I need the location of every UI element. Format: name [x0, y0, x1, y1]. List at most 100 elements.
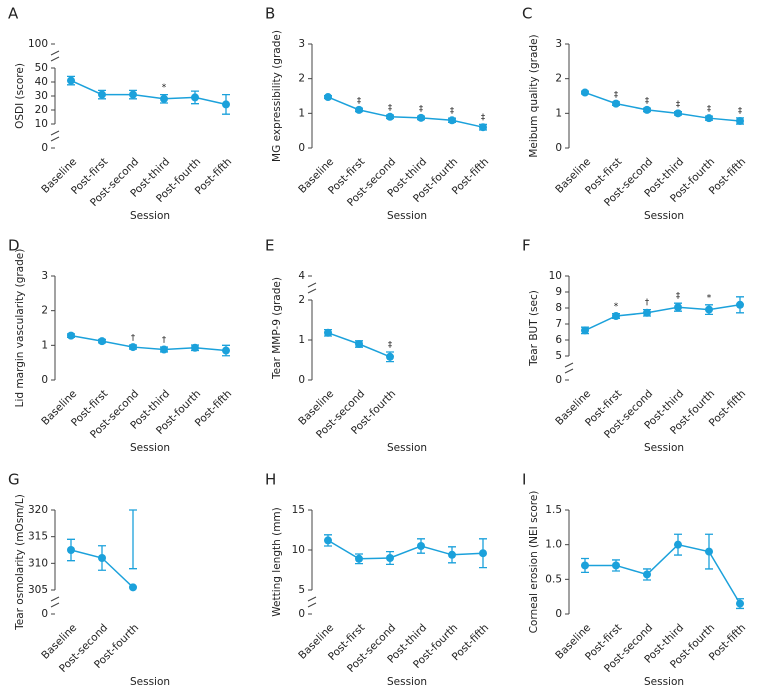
- data-line: [327, 539, 484, 560]
- x-axis-label: Session: [644, 676, 684, 688]
- data-line: [584, 304, 741, 332]
- y-tick-label: 4: [298, 270, 305, 282]
- panel-letter: D: [8, 237, 20, 255]
- significance-marker: †: [131, 333, 136, 343]
- y-axis-label: Wetting length (mm): [271, 507, 283, 617]
- significance-marker: ‡: [419, 105, 424, 115]
- y-axis-label: Corneal erosion (NEI score): [528, 491, 540, 634]
- y-tick-label: 10: [549, 270, 562, 282]
- x-axis-label: Session: [130, 442, 170, 454]
- axis-break: [50, 56, 60, 62]
- panel-letter: G: [8, 471, 20, 489]
- y-axis-label: Tear osmolarity (mOsm/L): [14, 494, 26, 631]
- y-tick-label: 0: [41, 142, 48, 154]
- data-point: [581, 326, 589, 335]
- axis-break: [50, 136, 60, 142]
- y-tick-label: 0: [41, 374, 48, 386]
- data-point: [705, 305, 713, 314]
- x-axis-label: Session: [644, 442, 684, 454]
- axis-break: [307, 596, 317, 602]
- data-point: [160, 345, 168, 354]
- y-axis-label: Meibum quality (grade): [528, 34, 540, 157]
- significance-marker: ‡: [707, 105, 712, 115]
- significance-marker: ‡: [450, 107, 455, 117]
- data-point: [67, 546, 75, 554]
- y-tick-label: 0: [298, 374, 305, 386]
- data-point: [324, 93, 332, 102]
- data-point: [736, 599, 744, 608]
- x-axis-label: Session: [130, 676, 170, 688]
- y-tick-label: 0: [298, 142, 305, 154]
- data-point: [355, 554, 363, 563]
- y-tick-label: 3: [555, 38, 562, 50]
- data-point: [355, 105, 363, 114]
- data-point: [355, 340, 363, 348]
- y-axis-label: Tear BUT (sec): [528, 290, 540, 367]
- x-axis-label: Session: [130, 210, 170, 222]
- data-point: [67, 76, 75, 85]
- data-point: [612, 561, 620, 570]
- y-tick-label: 3: [41, 270, 48, 282]
- data-point: [129, 90, 137, 99]
- x-axis-label: Session: [644, 210, 684, 222]
- significance-marker: ‡: [614, 90, 619, 100]
- y-tick-label: 9: [555, 286, 562, 298]
- y-tick-label: 1.0: [545, 539, 562, 551]
- y-tick-label: 0: [555, 374, 562, 386]
- data-line: [70, 79, 227, 106]
- y-tick-label: 0: [555, 608, 562, 620]
- y-tick-label: 6: [555, 334, 562, 346]
- significance-marker: †: [162, 336, 167, 346]
- data-point: [643, 105, 651, 114]
- y-tick-label: 2: [555, 73, 562, 85]
- data-point: [98, 554, 106, 562]
- y-tick-label: 2: [41, 305, 48, 317]
- axis-break: [564, 368, 574, 374]
- data-point: [417, 113, 425, 122]
- data-point: [448, 550, 456, 559]
- x-axis-label: Session: [387, 442, 427, 454]
- data-point: [386, 554, 394, 562]
- y-tick-label: 15: [292, 504, 305, 516]
- significance-marker: ‡: [645, 97, 650, 107]
- panel-letter: E: [265, 237, 274, 255]
- axis-break: [50, 602, 60, 608]
- y-tick-label: 1: [298, 334, 305, 346]
- data-point: [222, 346, 230, 355]
- panel-letter: C: [522, 5, 532, 23]
- y-tick-label: 320: [28, 504, 48, 516]
- y-tick-label: 1: [41, 339, 48, 351]
- data-point: [479, 549, 487, 558]
- y-tick-label: 1: [298, 107, 305, 119]
- data-point: [98, 337, 106, 346]
- axis-break: [50, 50, 60, 56]
- y-tick-label: 315: [28, 531, 48, 543]
- y-tick-label: 2: [298, 294, 305, 306]
- data-line: [585, 543, 741, 604]
- panel-letter: A: [8, 5, 19, 23]
- y-tick-label: 8: [555, 302, 562, 314]
- data-point: [67, 331, 75, 340]
- data-point: [386, 352, 394, 361]
- data-point: [98, 90, 106, 99]
- data-point: [612, 312, 620, 320]
- data-point: [129, 343, 137, 352]
- y-tick-label: 0: [298, 608, 305, 620]
- data-line: [70, 334, 227, 352]
- axis-break: [307, 282, 317, 288]
- axis-break: [307, 602, 317, 608]
- data-point: [448, 116, 456, 125]
- y-tick-label: 0: [555, 142, 562, 154]
- y-tick-label: 10: [292, 544, 305, 556]
- y-tick-label: 40: [35, 76, 48, 88]
- data-point: [479, 123, 487, 132]
- y-tick-label: 50: [35, 62, 48, 74]
- significance-marker: ‡: [738, 106, 743, 116]
- data-point: [581, 561, 589, 570]
- x-axis-label: Session: [387, 210, 427, 222]
- significance-marker: *: [707, 293, 712, 303]
- significance-marker: *: [162, 83, 167, 93]
- y-axis-label: OSDI (score): [14, 63, 26, 129]
- data-line: [584, 91, 741, 122]
